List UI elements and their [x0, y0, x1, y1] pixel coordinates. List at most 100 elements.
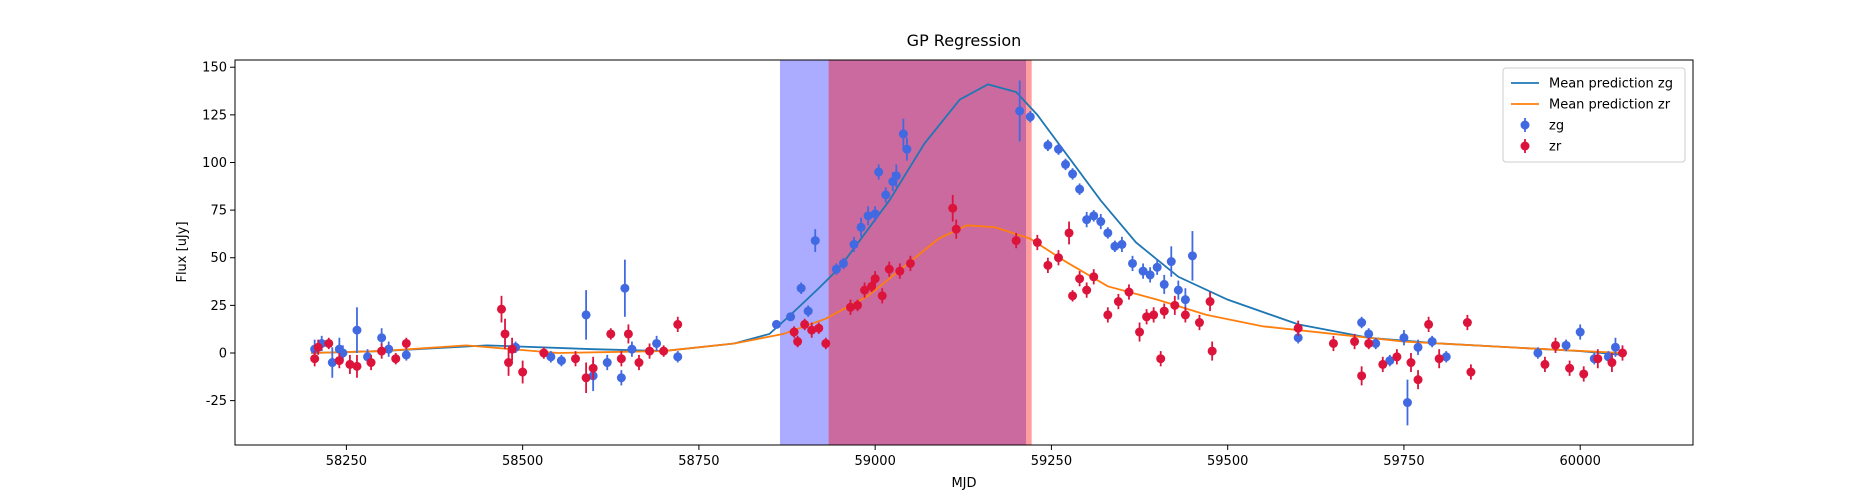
data-point	[1117, 239, 1127, 249]
data-point	[1043, 260, 1053, 270]
data-point	[845, 302, 855, 312]
data-point	[877, 291, 887, 301]
data-point	[1364, 338, 1374, 348]
x-tick-label: 58250	[326, 454, 367, 469]
spans	[779, 60, 1032, 445]
legend-label: Mean prediction zg	[1549, 77, 1673, 92]
axes: 58250 58500 58750 59000 59250 59500 59750 60000…	[202, 61, 1601, 469]
data-point	[1575, 327, 1585, 337]
data-point	[1328, 338, 1338, 348]
data-point	[902, 144, 912, 154]
y-tick-label: 50	[210, 251, 227, 266]
data-point	[1406, 358, 1416, 368]
data-point	[616, 373, 626, 383]
data-point	[377, 346, 387, 356]
data-point	[1540, 359, 1550, 369]
data-point	[1110, 241, 1120, 251]
chart-title: GP Regression	[907, 31, 1022, 50]
data-point	[581, 373, 591, 383]
data-point	[1103, 228, 1113, 238]
data-point	[1166, 257, 1176, 267]
legend-label: zr	[1549, 140, 1562, 155]
data-point	[1371, 338, 1381, 348]
data-point	[881, 190, 891, 200]
data-point	[1124, 287, 1134, 297]
data-point	[1610, 342, 1620, 352]
data-point	[1135, 327, 1145, 337]
data-point	[786, 312, 796, 322]
data-point	[310, 354, 320, 364]
data-point	[1096, 217, 1106, 227]
data-point	[377, 333, 387, 343]
data-point	[391, 354, 401, 364]
data-point	[1149, 310, 1159, 320]
data-point	[838, 258, 848, 268]
data-point	[1145, 270, 1155, 280]
data-point	[884, 264, 894, 274]
data-point	[1170, 300, 1180, 310]
data-point	[1089, 272, 1099, 282]
y-tick-label: 100	[202, 156, 227, 171]
data-point	[891, 171, 901, 181]
data-point	[1025, 112, 1035, 122]
data-point	[1392, 352, 1402, 362]
data-point	[1385, 356, 1395, 366]
data-point	[1579, 369, 1589, 379]
data-point	[951, 224, 961, 234]
plot-frame	[234, 59, 1694, 446]
legend-label: Mean prediction zr	[1549, 98, 1671, 113]
data-point	[1402, 398, 1412, 408]
data-point	[814, 323, 824, 333]
data-point	[803, 306, 813, 316]
data-point	[1159, 279, 1169, 289]
data-point	[366, 358, 376, 368]
data-point	[905, 258, 915, 268]
data-point	[1075, 274, 1085, 284]
data-point	[539, 348, 549, 358]
data-point	[1350, 337, 1360, 347]
data-point	[518, 367, 528, 377]
data-point	[789, 327, 799, 337]
x-tick-label: 59250	[1031, 454, 1072, 469]
data-point	[1089, 211, 1099, 221]
data-point	[1180, 310, 1190, 320]
y-axis-label: Flux [uJy]	[175, 221, 190, 282]
data-point	[500, 329, 510, 339]
data-point	[849, 239, 859, 249]
data-point	[870, 209, 880, 219]
data-point	[1053, 144, 1063, 154]
y-tick-label: 125	[202, 108, 227, 123]
data-point	[652, 338, 662, 348]
data-point	[507, 344, 517, 354]
x-axis-label: MJD	[951, 476, 976, 491]
data-point	[1011, 236, 1021, 246]
data-point	[793, 337, 803, 347]
legend-marker	[1520, 141, 1530, 151]
data-point	[863, 211, 873, 221]
data-point	[327, 358, 337, 368]
data-point	[1607, 358, 1617, 368]
data-point	[807, 325, 817, 335]
data-point	[1205, 297, 1215, 307]
data-point	[1128, 258, 1138, 268]
data-point	[338, 348, 348, 358]
data-point	[1032, 237, 1042, 247]
data-point	[1156, 354, 1166, 364]
x-tick-label: 59500	[1207, 454, 1248, 469]
data-point	[1159, 306, 1169, 316]
y-tick-label: 75	[210, 204, 227, 219]
legend: Mean prediction zg Mean prediction zr zg zr	[1502, 67, 1686, 163]
data-point	[1068, 169, 1078, 179]
shaded-span	[828, 60, 1032, 445]
data-point	[588, 363, 598, 373]
data-point	[1533, 348, 1543, 358]
data-point	[334, 356, 344, 366]
data-point	[1142, 312, 1152, 322]
data-point	[616, 354, 626, 364]
data-point	[1082, 215, 1092, 225]
data-point	[860, 285, 870, 295]
x-tick-label: 60000	[1560, 454, 1601, 469]
data-point	[771, 319, 781, 329]
data-point	[1413, 375, 1423, 385]
data-point	[352, 361, 362, 371]
